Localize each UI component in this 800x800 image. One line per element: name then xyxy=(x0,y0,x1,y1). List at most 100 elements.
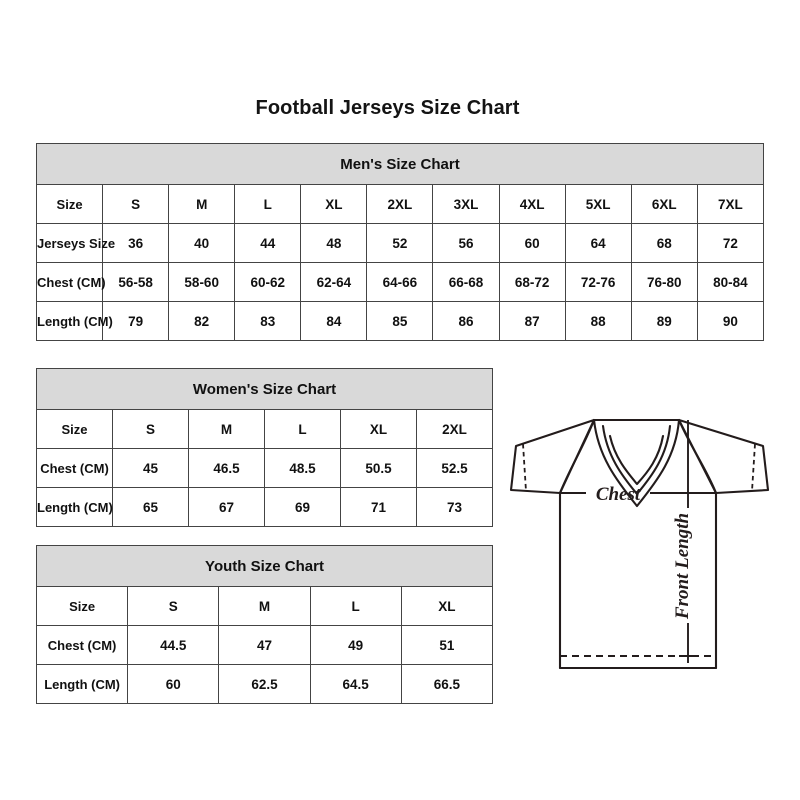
table-cell: 79 xyxy=(102,301,170,341)
table-cell: 69 xyxy=(264,487,341,527)
table-cell: S xyxy=(127,586,220,626)
table-cell: M xyxy=(168,184,236,224)
youth-table-caption: Youth Size Chart xyxy=(36,545,493,587)
table-row: Jerseys Size 36 40 44 48 52 56 60 64 68 … xyxy=(35,223,765,263)
table-caption-row: Men's Size Chart xyxy=(36,143,764,185)
table-cell: XL xyxy=(400,586,494,626)
table-cell: 50.5 xyxy=(340,448,417,488)
table-cell: 89 xyxy=(630,301,698,341)
neckline-inner-1 xyxy=(601,424,672,496)
table-row: Size S M L XL xyxy=(35,586,494,626)
table-caption-row: Women's Size Chart xyxy=(36,368,493,410)
youth-size-chart-table: Youth Size Chart Size S M L XL Chest (CM… xyxy=(35,545,494,704)
table-cell: 86 xyxy=(432,301,500,341)
table-cell: 88 xyxy=(564,301,632,341)
table-row: Chest (CM) 45 46.5 48.5 50.5 52.5 xyxy=(36,448,493,488)
table-cell: 44.5 xyxy=(127,625,220,665)
table-cell: 6XL xyxy=(630,184,698,224)
table-cell: 64 xyxy=(564,223,632,263)
table-cell: 48 xyxy=(300,223,368,263)
neckline-outer xyxy=(592,418,681,508)
table-cell: XL xyxy=(300,184,368,224)
table-cell: S xyxy=(112,409,189,449)
table-cell: L xyxy=(234,184,302,224)
table-cell: L xyxy=(309,586,402,626)
table-cell: 2XL xyxy=(366,184,434,224)
table-cell: 52.5 xyxy=(416,448,493,488)
table-cell: 64.5 xyxy=(309,664,402,704)
table-cell: 49 xyxy=(309,625,402,665)
row-label: Length (CM) xyxy=(35,301,113,341)
table-cell: 36 xyxy=(102,223,170,263)
left-armhole-curve xyxy=(558,418,596,495)
table-cell: 56 xyxy=(432,223,500,263)
table-cell: 82 xyxy=(168,301,236,341)
table-row: Length (CM) 79 82 83 84 85 86 87 88 89 9… xyxy=(35,301,765,341)
table-row: Chest (CM) 44.5 47 49 51 xyxy=(35,625,494,665)
table-cell: 83 xyxy=(234,301,302,341)
row-label: Chest (CM) xyxy=(36,448,113,488)
table-cell: 87 xyxy=(498,301,566,341)
table-row: Size S M L XL 2XL 3XL 4XL 5XL 6XL 7XL xyxy=(35,184,765,224)
row-label: Length (CM) xyxy=(35,664,129,704)
womens-size-chart-table: Women's Size Chart Size S M L XL 2XL Che… xyxy=(36,368,493,527)
table-row: Length (CM) 60 62.5 64.5 66.5 xyxy=(35,664,494,704)
table-cell: 51 xyxy=(400,625,494,665)
row-label: Size xyxy=(35,586,129,626)
left-cuff-dash xyxy=(522,443,527,492)
table-cell: 62-64 xyxy=(300,262,368,302)
table-cell: L xyxy=(264,409,341,449)
table-cell: 46.5 xyxy=(188,448,265,488)
table-cell: 5XL xyxy=(564,184,632,224)
table-cell: 66.5 xyxy=(400,664,494,704)
right-armhole-curve xyxy=(677,418,718,495)
table-cell: 3XL xyxy=(432,184,500,224)
table-cell: 60-62 xyxy=(234,262,302,302)
table-cell: 73 xyxy=(416,487,493,527)
table-cell: 85 xyxy=(366,301,434,341)
table-cell: 47 xyxy=(218,625,311,665)
table-cell: 52 xyxy=(366,223,434,263)
table-cell: 84 xyxy=(300,301,368,341)
table-cell: S xyxy=(102,184,170,224)
left-sleeve-outline xyxy=(509,418,596,495)
table-cell: 72 xyxy=(696,223,765,263)
table-row: Size S M L XL 2XL xyxy=(36,409,493,449)
table-cell: 60 xyxy=(498,223,566,263)
row-label: Length (CM) xyxy=(36,487,113,527)
table-cell: 58-60 xyxy=(168,262,236,302)
table-row: Length (CM) 65 67 69 71 73 xyxy=(36,487,493,527)
table-cell: 68-72 xyxy=(498,262,566,302)
table-cell: 67 xyxy=(188,487,265,527)
table-cell: 62.5 xyxy=(218,664,311,704)
table-cell: 66-68 xyxy=(432,262,500,302)
table-cell: 71 xyxy=(340,487,417,527)
table-cell: 90 xyxy=(696,301,765,341)
mens-table-caption: Men's Size Chart xyxy=(36,143,764,185)
row-label: Chest (CM) xyxy=(35,262,106,302)
table-cell: 44 xyxy=(234,223,302,263)
table-cell: 80-84 xyxy=(696,262,765,302)
table-cell: 7XL xyxy=(696,184,765,224)
table-cell: 45 xyxy=(112,448,189,488)
mens-size-chart-table: Men's Size Chart Size S M L XL 2XL 3XL 4… xyxy=(35,143,765,341)
table-cell: 72-76 xyxy=(564,262,632,302)
table-cell: 76-80 xyxy=(630,262,698,302)
row-label: Chest (CM) xyxy=(35,625,129,665)
row-label: Jerseys Size xyxy=(35,223,115,263)
table-cell: XL xyxy=(340,409,417,449)
table-cell: 60 xyxy=(127,664,220,704)
table-row: Chest (CM) 56-58 58-60 60-62 62-64 64-66… xyxy=(35,262,765,302)
table-cell: 56-58 xyxy=(102,262,170,302)
table-cell: 40 xyxy=(168,223,236,263)
table-cell: 64-66 xyxy=(366,262,434,302)
page-title: Football Jerseys Size Chart xyxy=(255,97,520,119)
table-caption-row: Youth Size Chart xyxy=(36,545,493,587)
row-label: Size xyxy=(36,409,113,449)
jersey-measurement-diagram: Chest Front Length xyxy=(498,398,784,700)
womens-table-caption: Women's Size Chart xyxy=(36,368,493,410)
row-label: Size xyxy=(35,184,104,224)
neckline-inner-2 xyxy=(608,434,665,486)
chest-label: Chest xyxy=(596,484,641,505)
table-cell: M xyxy=(218,586,311,626)
